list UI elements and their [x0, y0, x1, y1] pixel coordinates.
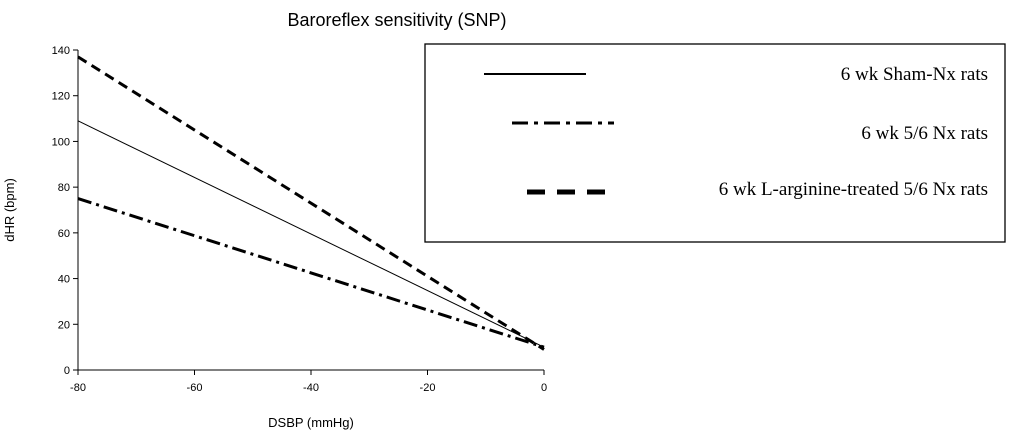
y-tick-label: 0	[64, 365, 70, 377]
x-tick-label: -40	[303, 382, 319, 394]
x-tick-label: 0	[541, 382, 547, 394]
legend-label-2: 6 wk 5/6 Nx rats	[861, 123, 988, 144]
series-line-2	[77, 197, 545, 349]
chart-title: Baroreflex sensitivity (SNP)	[287, 10, 506, 30]
y-tick-label: 80	[58, 182, 70, 194]
x-axis-label: DSBP (mmHg)	[268, 415, 354, 430]
legend-label-1: 6 wk Sham-Nx rats	[841, 64, 988, 85]
y-tick-label: 120	[52, 91, 70, 103]
y-tick-label: 40	[58, 274, 70, 286]
legend-box	[424, 43, 1006, 243]
x-tick-label: -60	[187, 382, 203, 394]
legend: 6 wk Sham-Nx rats 6 wk 5/6 Nx rats 6 wk L-…	[424, 43, 1006, 243]
y-tick-label: 100	[52, 136, 70, 148]
y-tick-label: 140	[52, 45, 70, 57]
series-line-1	[77, 120, 545, 348]
y-tick-label: 60	[58, 228, 70, 240]
x-tick-label: -80	[70, 382, 86, 394]
y-axis-label: dHR (bpm)	[2, 178, 17, 242]
legend-label-3: 6 wk L-arginine-treated 5/6 Nx rats	[719, 179, 988, 200]
y-tick-label: 20	[58, 319, 70, 331]
x-tick-label: -20	[420, 382, 436, 394]
series-line-3	[77, 55, 545, 351]
plot-area: 0 20 40 60 80 100 120 140 -80 -60 -40 -20 0	[52, 45, 547, 394]
